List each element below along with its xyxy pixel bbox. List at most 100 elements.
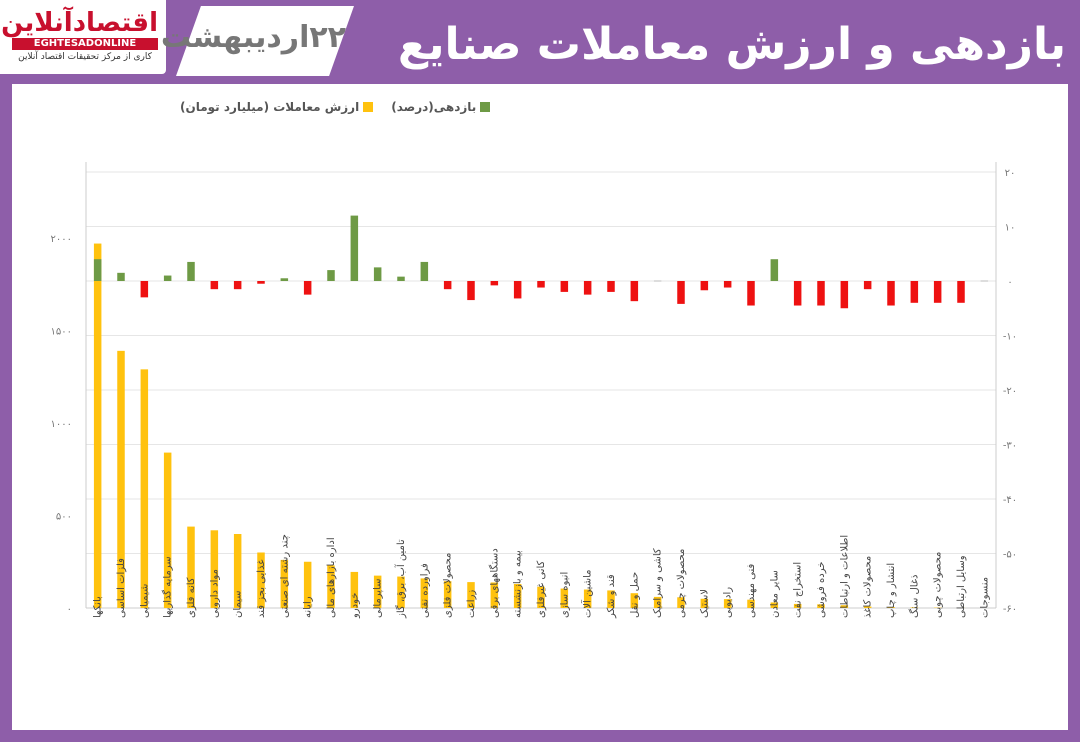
- return-bar: [467, 281, 475, 301]
- value-bar: [490, 582, 499, 608]
- return-bar: [233, 281, 242, 290]
- value-bar: [910, 607, 919, 608]
- legend-item-value: ارزش معاملات (میلیارد تومان): [180, 100, 374, 114]
- x-tick-label: انتشار و چاپ: [886, 563, 897, 618]
- right-axis-tick-label: -۴۰: [1003, 495, 1017, 506]
- value-bar: [163, 452, 172, 608]
- left-axis-tick-label: ۰: [67, 604, 72, 615]
- legend-item-return: بازدهی(درصد): [391, 100, 491, 114]
- chart-panel: [12, 84, 1068, 730]
- x-tick-label: لاستیک: [699, 589, 710, 618]
- value-bar: [373, 575, 382, 608]
- return-bar: [373, 267, 382, 281]
- value-bar: [327, 565, 335, 608]
- left-axis-tick-label: ۱۰۰۰: [51, 419, 72, 430]
- value-bar: [770, 602, 779, 608]
- x-tick-label: بیمه و بازنشسته: [513, 550, 524, 618]
- x-tick-label: اداره بازارهای مالی: [326, 537, 337, 618]
- return-bar: [280, 278, 289, 281]
- x-tick-label: محصولات چرمی: [676, 549, 687, 618]
- return-bar: [723, 281, 732, 288]
- return-bar: [607, 281, 615, 292]
- return-bar: [117, 272, 125, 281]
- return-bar: [187, 261, 195, 281]
- right-axis-tick-label: -۳۰: [1003, 441, 1017, 452]
- value-bar: [583, 589, 592, 608]
- return-bar: [910, 281, 919, 303]
- return-bar: [210, 281, 219, 290]
- return-bar: [513, 281, 522, 299]
- legend-label-return: بازدهی(درصد): [391, 100, 477, 114]
- return-bar: [793, 281, 802, 306]
- left-axis-tick-label: ۱۵۰۰: [51, 327, 72, 338]
- value-bar: [723, 599, 732, 608]
- right-axis-tick-label: -۲۰: [1003, 386, 1017, 397]
- right-axis-tick-label: -۱۰: [1003, 332, 1017, 343]
- return-bar: [583, 281, 592, 295]
- value-bar: [397, 576, 405, 608]
- return-bar: [770, 259, 779, 281]
- x-tick-label: سرمایه گذاریها: [162, 556, 174, 618]
- return-bar: [677, 281, 685, 304]
- chart-legend: بازدهی(درصد) ارزش معاملات (میلیارد تومان…: [180, 96, 491, 118]
- x-tick-label: فراورده نفتی: [419, 563, 430, 618]
- return-bar: [490, 281, 499, 286]
- x-tick-label: قند و شکر: [606, 574, 617, 619]
- value-bar: [700, 598, 709, 608]
- x-tick-label: کاشی و سرامیک: [653, 548, 664, 618]
- right-axis-tick-label: ۰: [1007, 277, 1012, 288]
- value-bar: [303, 561, 312, 608]
- return-bar: [163, 275, 172, 281]
- legend-label-value: ارزش معاملات (میلیارد تومان): [180, 100, 360, 114]
- x-tick-label: حمل و نقل: [629, 572, 640, 618]
- return-bar: [840, 281, 849, 309]
- value-bar: [653, 596, 662, 608]
- x-tick-label: رایانه: [303, 596, 314, 618]
- return-bar: [350, 215, 359, 281]
- x-tick-label: بانکها: [93, 596, 104, 618]
- right-axis-tick-label: -۶۰: [1003, 604, 1017, 615]
- value-bar: [863, 606, 872, 608]
- return-bar: [887, 281, 895, 306]
- value-bar: [350, 571, 359, 608]
- x-tick-label: دستگاههای برقی: [488, 548, 500, 618]
- return-bar: [140, 281, 149, 298]
- logo-subtitle: کاری از مرکز تحقیقات اقتصاد آنلاین: [18, 52, 152, 62]
- x-tick-label: منسوجات: [979, 577, 990, 618]
- return-bar: [817, 281, 825, 306]
- value-bar: [210, 530, 219, 608]
- x-tick-label: کانه فلزی: [186, 577, 197, 618]
- return-bar: [700, 281, 709, 291]
- left-axis-tick-label: ۵۰۰: [56, 512, 72, 523]
- value-bar: [887, 607, 895, 608]
- return-bar: [933, 281, 942, 303]
- x-tick-label: چند رشته ای صنعتی: [279, 534, 290, 618]
- value-bar: [560, 588, 569, 608]
- x-tick-label: شیمیایی: [139, 584, 150, 618]
- logo-en-text: EGHTESADONLINE: [12, 38, 158, 50]
- value-bar: [467, 582, 475, 608]
- left-axis-tick-label: ۲۰۰۰: [51, 234, 72, 245]
- x-tick-label: کانی غیرفلزی: [536, 560, 547, 618]
- value-bar: [443, 581, 452, 608]
- x-tick-label: زراعت: [466, 590, 477, 618]
- x-tick-label: خرده فروشی: [816, 562, 827, 618]
- value-bar: [630, 593, 639, 608]
- x-tick-label: رادیویی: [723, 587, 734, 618]
- x-tick-label: اطلاعات و ارتباطات: [839, 535, 850, 618]
- value-bar: [793, 603, 802, 608]
- logo: اقتصادآنلاین EGHTESADONLINE کاری از مرکز…: [0, 0, 166, 74]
- value-bar: [117, 350, 125, 608]
- return-bar: [863, 281, 872, 290]
- return-bar: [537, 281, 545, 288]
- right-axis-tick-label: -۵۰: [1003, 550, 1017, 561]
- x-tick-label: انبوه سازی: [559, 572, 570, 618]
- x-tick-label: تامین آب، برق، گاز: [394, 539, 407, 619]
- date-tab: [176, 6, 354, 76]
- value-bar: [140, 369, 149, 608]
- return-bar: [303, 281, 312, 295]
- x-tick-label: فنی مهندسی: [746, 564, 757, 618]
- x-tick-label: سایر معادن: [769, 570, 780, 618]
- right-axis-tick-label: ۲۰: [1005, 168, 1016, 179]
